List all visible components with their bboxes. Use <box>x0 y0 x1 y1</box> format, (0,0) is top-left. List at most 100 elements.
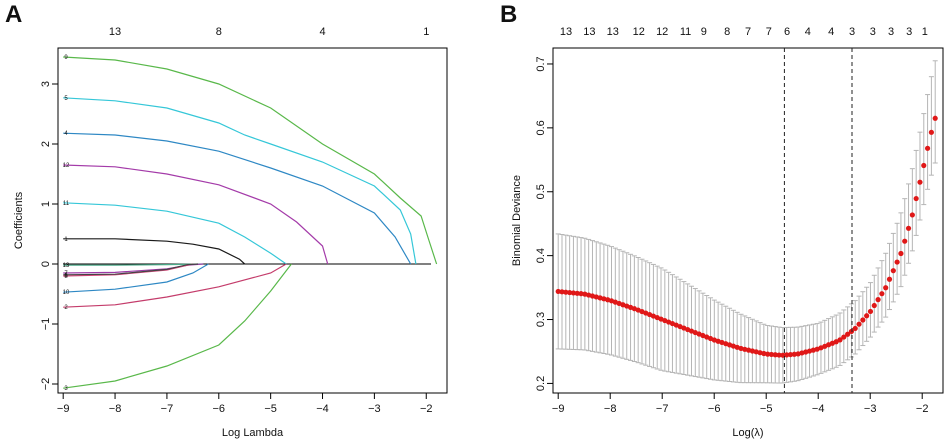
top-axis-label: 13 <box>109 26 121 38</box>
deviance-point <box>852 325 858 332</box>
deviance-point <box>559 289 565 295</box>
top-axis-label: 7 <box>745 26 751 38</box>
x-axis-title: Log Lambda <box>222 427 284 439</box>
y-axis-title: Binomial Deviance <box>511 175 523 266</box>
deviance-point <box>574 290 580 296</box>
panel-label: A <box>5 1 22 28</box>
y-tick-label: 1 <box>40 201 52 207</box>
top-axis-label: 6 <box>784 26 790 38</box>
top-axis-label: 13 <box>583 26 595 38</box>
deviance-point <box>864 313 870 319</box>
top-axis-label: 3 <box>888 26 894 38</box>
deviance-point <box>898 250 904 257</box>
top-axis-label: 12 <box>656 26 668 38</box>
x-tick-label: −3 <box>864 403 877 415</box>
coef-path-5 <box>63 97 417 265</box>
top-axis-label: 13 <box>560 26 572 38</box>
x-tick-label: −5 <box>760 403 773 415</box>
deviance-point <box>890 268 896 274</box>
deviance-point <box>841 334 847 340</box>
x-tick-label: −9 <box>552 403 565 415</box>
deviance-point <box>909 212 915 218</box>
deviance-point <box>772 352 778 358</box>
x-tick-label: −8 <box>604 403 617 415</box>
coef-path-2 <box>63 263 287 308</box>
y-tick-label: 0.5 <box>535 184 547 199</box>
plot-frame <box>552 47 944 394</box>
coef-path-3 <box>63 263 292 389</box>
deviance-point <box>913 195 919 202</box>
path-label-4: 4 <box>64 131 68 137</box>
y-tick-label: −2 <box>40 378 52 391</box>
path-label-7: 7 <box>64 271 68 277</box>
top-axis-label: 9 <box>701 26 707 38</box>
y-tick-label: 0.4 <box>535 248 547 263</box>
coef-path-4 <box>63 132 412 265</box>
x-tick-label: −9 <box>57 403 70 415</box>
deviance-point <box>776 352 782 358</box>
top-axis-label: 8 <box>724 26 730 38</box>
deviance-point <box>768 351 775 358</box>
deviance-point <box>578 291 584 297</box>
coef-path-13 <box>63 263 204 266</box>
deviance-point <box>567 289 573 296</box>
deviance-point <box>791 351 797 357</box>
y-tick-label: 0.3 <box>535 312 547 327</box>
deviance-point <box>902 238 908 244</box>
path-label-13: 13 <box>63 263 70 269</box>
y-tick-label: 0.6 <box>535 120 547 135</box>
deviance-point <box>787 351 794 358</box>
x-tick-label: −7 <box>656 403 669 415</box>
deviance-point <box>917 179 923 185</box>
top-axis-label: 3 <box>849 26 855 38</box>
coef-path-12 <box>63 164 329 265</box>
deviance-point <box>932 115 938 121</box>
deviance-point <box>886 276 893 282</box>
plot-frame <box>57 47 448 394</box>
x-tick-label: −6 <box>708 403 721 415</box>
top-axis-label: 7 <box>766 26 772 38</box>
panel-b: −9 −8 −7 −6 −5 −4 −3 −20.20.30.40.50.60.713 13 13… <box>500 1 944 439</box>
y-tick-label: 2 <box>40 141 52 147</box>
deviance-point <box>555 288 561 295</box>
deviance-point <box>845 331 851 337</box>
path-label-12: 12 <box>63 163 70 169</box>
top-axis-label: 1 <box>922 26 928 38</box>
x-tick-label: −4 <box>316 403 329 415</box>
deviance-point <box>848 328 855 335</box>
deviance-point <box>856 321 862 327</box>
top-axis-label: 8 <box>216 26 222 38</box>
top-axis-label: 11 <box>680 26 691 38</box>
deviance-point <box>570 290 577 296</box>
x-tick-label: −5 <box>264 403 277 415</box>
path-label-5: 5 <box>64 96 68 102</box>
coef-path-9 <box>63 56 438 265</box>
top-axis-label: 4 <box>805 26 811 38</box>
deviance-point <box>905 225 912 231</box>
path-label-6: 6 <box>64 273 68 279</box>
coef-path-11 <box>63 202 287 265</box>
x-tick-label: −8 <box>109 403 122 415</box>
top-axis-label: 4 <box>319 26 325 38</box>
deviance-point <box>837 337 843 343</box>
top-axis-label: 13 <box>607 26 619 38</box>
deviance-point <box>879 291 885 297</box>
deviance-point <box>883 285 889 291</box>
x-tick-label: −2 <box>916 403 929 415</box>
deviance-point <box>784 352 790 358</box>
path-label-1: 1 <box>64 237 68 243</box>
path-label-9: 9 <box>64 55 68 61</box>
deviance-point <box>563 289 569 295</box>
deviance-point <box>921 162 927 169</box>
path-label-3: 3 <box>64 386 68 392</box>
y-tick-label: 3 <box>40 81 52 87</box>
x-tick-label: −2 <box>420 403 433 415</box>
top-axis-label: 12 <box>633 26 645 38</box>
top-axis-label: 4 <box>828 26 834 38</box>
x-tick-label: −3 <box>368 403 381 415</box>
deviance-point <box>875 296 881 303</box>
x-tick-label: −6 <box>213 403 226 415</box>
y-tick-label: 0 <box>40 261 52 267</box>
deviance-point <box>765 351 771 357</box>
